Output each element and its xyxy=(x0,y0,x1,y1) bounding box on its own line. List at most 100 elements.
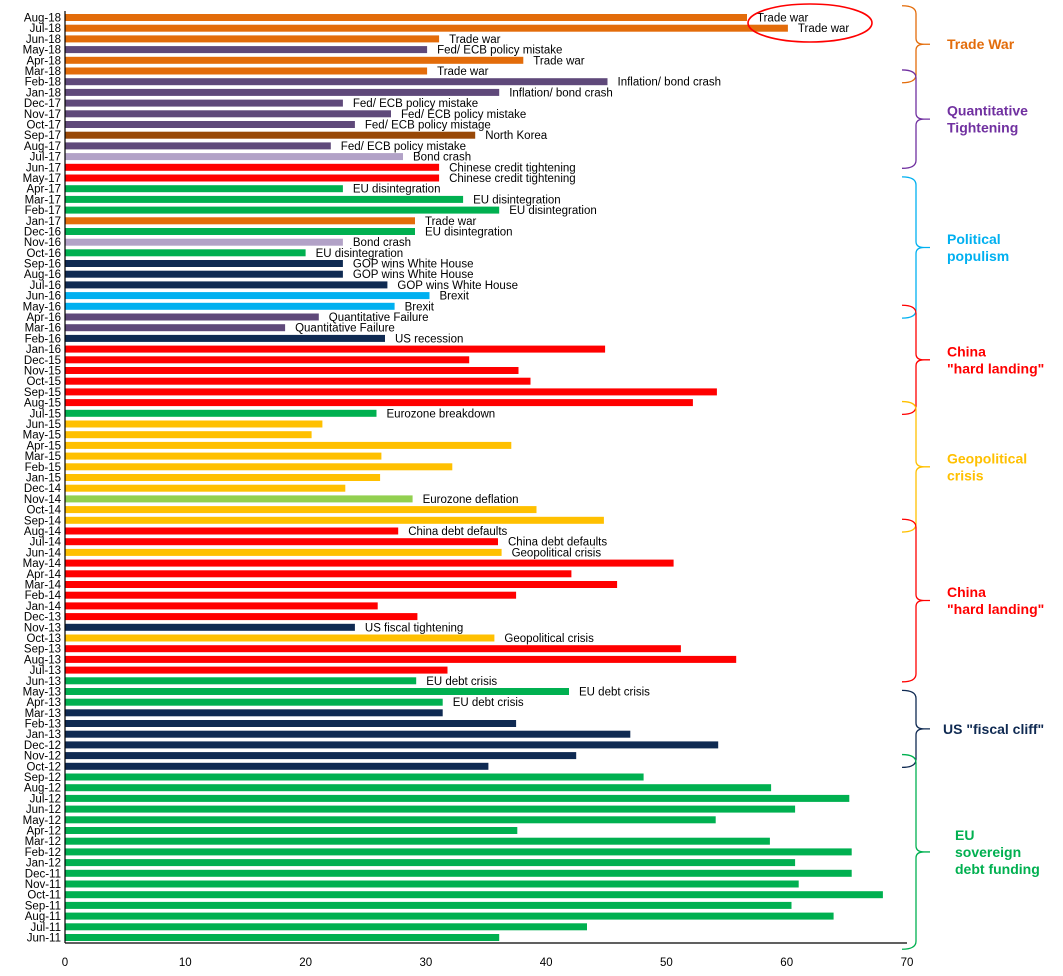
bar-aug-15 xyxy=(65,399,693,407)
y-tick-label: Mar-14 xyxy=(25,580,62,592)
bar-sep-12 xyxy=(65,773,644,781)
bar-nov-15 xyxy=(65,367,519,374)
y-tick-label: Jan-15 xyxy=(26,473,61,485)
bar-jan-16 xyxy=(65,345,606,353)
bar-apr-12 xyxy=(65,827,518,834)
bar-apr-18 xyxy=(65,56,524,64)
bar-nov-12 xyxy=(65,752,577,760)
y-tick-label: Jun-13 xyxy=(26,676,61,688)
bar-mar-16 xyxy=(65,324,286,332)
bar-nov-13 xyxy=(65,623,355,631)
bar-label: Trade war xyxy=(449,34,501,46)
y-tick-label: Sep-12 xyxy=(24,772,61,784)
bar-jul-15 xyxy=(65,409,377,417)
y-tick-label: Apr-18 xyxy=(26,55,61,67)
y-tick-label: Feb-14 xyxy=(25,590,62,602)
x-tick-label: 40 xyxy=(540,957,553,969)
y-tick-label: Oct-15 xyxy=(26,376,61,388)
bar-jun-18 xyxy=(65,35,440,43)
bar-aug-17 xyxy=(65,142,331,150)
y-tick-label: Jan-18 xyxy=(26,87,61,99)
bar-label: China debt defaults xyxy=(508,537,607,549)
y-tick-label: Nov-12 xyxy=(24,751,61,763)
bar-sep-14 xyxy=(65,516,604,524)
bar-sep-15 xyxy=(65,388,717,396)
bar-apr-13 xyxy=(65,698,443,706)
bar-apr-17 xyxy=(65,185,343,193)
bar-jul-14 xyxy=(65,538,498,546)
bar-mar-15 xyxy=(65,452,382,460)
y-tick-label: Dec-12 xyxy=(24,740,61,752)
bar-may-17 xyxy=(65,174,440,182)
bar-feb-13 xyxy=(65,720,517,727)
bar-label: EU disintegration xyxy=(353,184,441,196)
bar-label: Trade war xyxy=(437,66,489,78)
y-tick-label: Jun-18 xyxy=(26,34,61,46)
bar-oct-14 xyxy=(65,506,537,514)
y-tick-label: Apr-17 xyxy=(26,184,61,196)
bar-label: Bond crash xyxy=(353,237,411,249)
bar-sep-16 xyxy=(65,260,343,267)
bar-label: Fed/ ECB policy mistake xyxy=(353,98,478,110)
regime-bracket xyxy=(901,176,930,319)
bar-may-16 xyxy=(65,302,395,310)
regime-bracket xyxy=(901,689,930,769)
bar-jul-12 xyxy=(65,794,850,802)
y-tick-label: Sep-14 xyxy=(24,515,62,527)
y-tick-label: Apr-14 xyxy=(26,569,61,581)
y-tick-label: Aug-18 xyxy=(24,13,61,25)
bar-jun-14 xyxy=(65,548,502,556)
bar-may-12 xyxy=(65,816,716,824)
bar-label: Quantitative Failure xyxy=(329,312,429,324)
bar-oct-16 xyxy=(65,249,306,257)
bar-label: GOP wins White House xyxy=(353,269,474,281)
bar-label: Inflation/ bond crash xyxy=(509,87,613,99)
bar-label: Bond crash xyxy=(413,152,471,164)
bar-may-15 xyxy=(65,431,312,439)
regime-label: US "fiscal cliff" xyxy=(943,721,1044,737)
y-tick-label: Apr-12 xyxy=(26,826,61,838)
bar-jan-17 xyxy=(65,217,415,225)
bar-label: Trade war xyxy=(533,55,585,67)
y-tick-label: May-18 xyxy=(23,45,61,57)
y-tick-label: Sep-16 xyxy=(24,259,61,271)
bar-label: Chinese credit tightening xyxy=(449,162,576,174)
x-tick-label: 30 xyxy=(420,957,433,969)
bar-aug-13 xyxy=(65,655,737,663)
y-tick-label: May-13 xyxy=(23,687,61,699)
regime-label: "hard landing" xyxy=(947,601,1044,617)
y-tick-label: May-12 xyxy=(23,815,61,827)
bar-label: US fiscal tightening xyxy=(365,622,463,634)
bar-sep-17 xyxy=(65,131,476,139)
y-tick-label: Mar-18 xyxy=(25,66,61,78)
x-tick-label: 0 xyxy=(62,957,68,969)
regime-label: populism xyxy=(947,248,1009,264)
bar-label: Brexit xyxy=(440,291,470,303)
bar-oct-17 xyxy=(65,121,355,128)
y-tick-label: Nov-13 xyxy=(24,622,61,634)
y-tick-label: Jul-16 xyxy=(30,280,61,292)
highlight-ellipse xyxy=(747,3,873,43)
bar-label: Eurozone breakdown xyxy=(387,408,496,420)
bar-mar-12 xyxy=(65,837,770,845)
y-tick-label: Oct-13 xyxy=(26,633,61,645)
bar-feb-16 xyxy=(65,334,385,342)
y-tick-label: Nov-17 xyxy=(24,109,61,121)
y-tick-label: Jul-15 xyxy=(30,408,61,420)
y-tick-label: Oct-12 xyxy=(26,761,61,773)
bar-mar-14 xyxy=(65,581,618,588)
bar-mar-13 xyxy=(65,709,443,717)
bar-may-13 xyxy=(65,688,569,695)
bar-label: China debt defaults xyxy=(408,526,507,538)
y-tick-label: Feb-15 xyxy=(25,462,61,474)
y-tick-label: Dec-11 xyxy=(25,868,61,880)
x-tick-label: 50 xyxy=(660,957,673,969)
y-tick-label: Jun-15 xyxy=(26,419,61,431)
y-tick-label: Jun-16 xyxy=(26,291,61,303)
bar-label: Quantitative Failure xyxy=(295,323,395,335)
bar-dec-13 xyxy=(65,613,418,621)
bar-label: Fed/ ECB policy mistake xyxy=(437,45,562,57)
x-tick-label: 20 xyxy=(299,957,312,969)
